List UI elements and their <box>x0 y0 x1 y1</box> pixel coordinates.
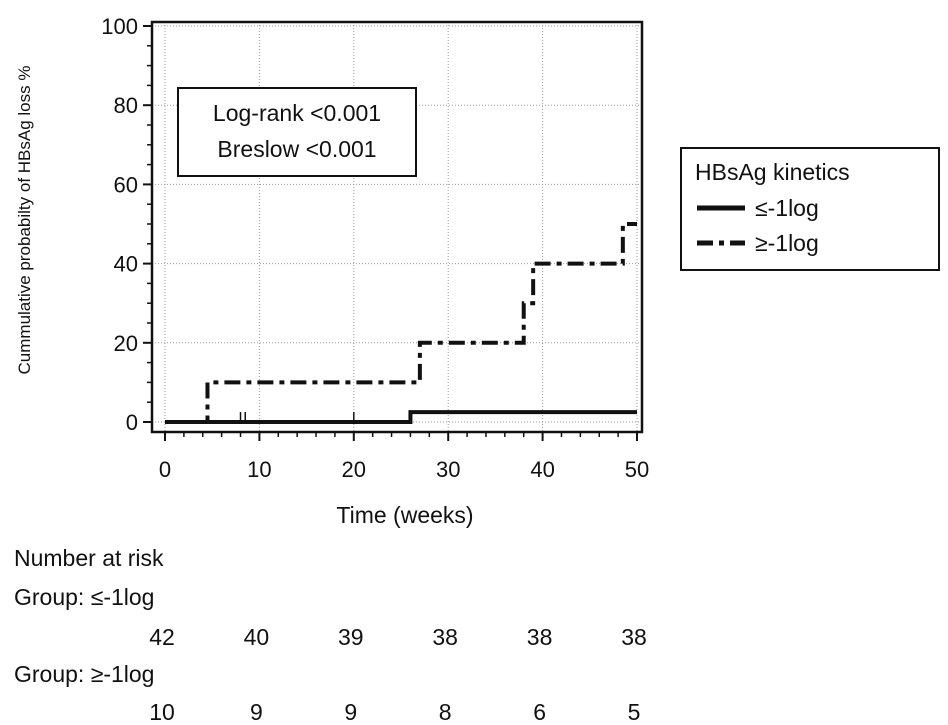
risk-row-1: 42 40 39 38 38 38 <box>149 624 647 650</box>
legend-entry-le-1log: ≤-1log <box>755 195 819 221</box>
risk-count: 39 <box>338 624 364 650</box>
risk-count: 9 <box>344 699 357 725</box>
risk-count: 38 <box>621 624 647 650</box>
axis-ticks: 0 10 20 30 40 50 0 20 40 60 80 100 <box>101 14 649 482</box>
plot-frame <box>150 20 644 434</box>
legend: HBsAg kinetics ≤-1log ≥-1log <box>680 147 940 271</box>
risk-group-label-1: Group: ≤-1log <box>14 584 154 610</box>
x-axis-label: Time (weeks) <box>336 502 473 528</box>
y-tick-label: 80 <box>114 93 138 118</box>
risk-count: 8 <box>439 699 452 725</box>
x-tick-label: 0 <box>159 457 171 482</box>
x-tick-label: 20 <box>342 457 366 482</box>
risk-count: 38 <box>527 624 553 650</box>
survival-curves <box>165 222 637 424</box>
y-axis-label: Cummulative probabilty of HBsAg loss % <box>15 66 34 375</box>
x-tick-label: 10 <box>247 457 271 482</box>
risk-count: 42 <box>149 624 175 650</box>
km-curve-1 <box>165 410 637 424</box>
number-at-risk-table: Number at risk Group: ≤-1log 42 40 39 38 38 3… <box>14 545 647 725</box>
risk-row-2: 10 9 9 8 6 5 <box>149 699 640 725</box>
risk-group-label-2: Group: ≥-1log <box>14 661 154 687</box>
risk-count: 40 <box>244 624 270 650</box>
grid-lines <box>152 22 642 432</box>
y-tick-label: 60 <box>114 172 138 197</box>
x-tick-label: 40 <box>530 457 554 482</box>
legend-entry-ge-1log: ≥-1log <box>755 230 819 256</box>
stats-box: Log-rank <0.001 Breslow <0.001 <box>177 87 417 177</box>
risk-count: 38 <box>432 624 458 650</box>
risk-count: 5 <box>628 699 641 725</box>
y-tick-label: 20 <box>114 331 138 356</box>
stats-box-frame <box>177 87 417 177</box>
stats-line-logrank: Log-rank <0.001 <box>213 100 381 126</box>
y-tick-label: 40 <box>114 252 138 277</box>
x-tick-label: 30 <box>436 457 460 482</box>
y-tick-label: 0 <box>126 410 138 435</box>
y-tick-label: 100 <box>101 14 138 39</box>
km-curve-2 <box>165 222 637 424</box>
legend-title: HBsAg kinetics <box>695 159 850 185</box>
stats-line-breslow: Breslow <0.001 <box>217 136 376 162</box>
risk-count: 9 <box>250 699 263 725</box>
x-tick-label: 50 <box>625 457 649 482</box>
risk-table-title: Number at risk <box>14 545 164 571</box>
risk-count: 6 <box>533 699 546 725</box>
risk-count: 10 <box>149 699 175 725</box>
